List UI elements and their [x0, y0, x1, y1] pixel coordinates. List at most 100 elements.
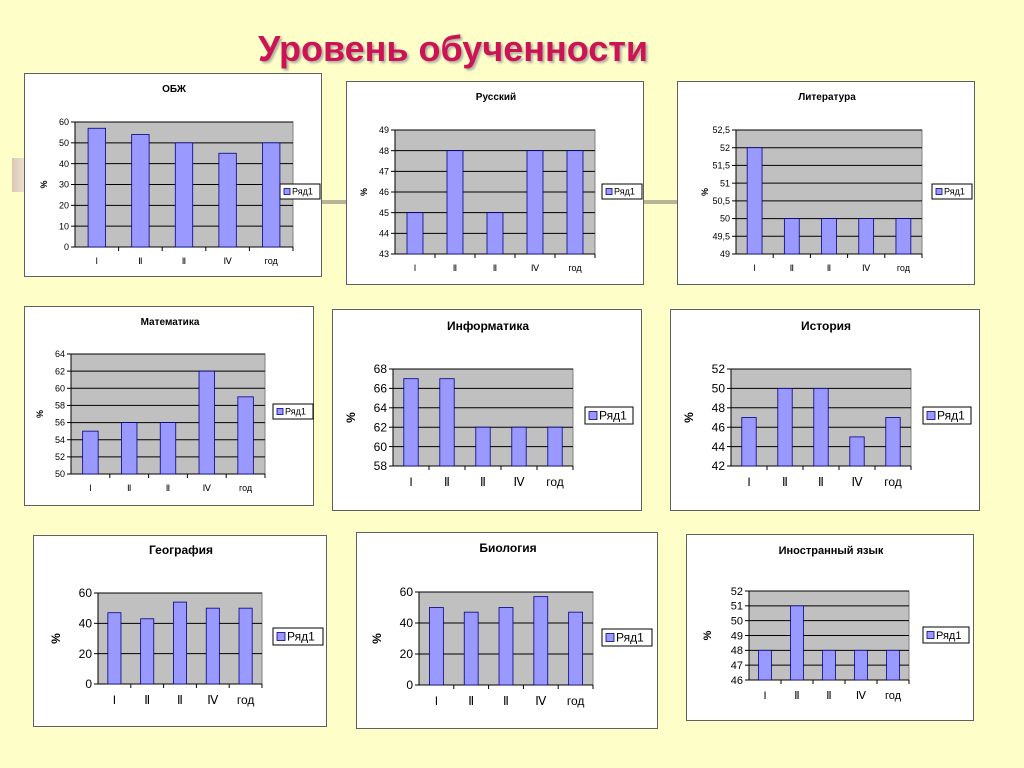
y-tick-label: 10 [59, 221, 69, 231]
y-tick-label: 68 [374, 362, 388, 376]
y-tick-label: 64 [374, 401, 388, 415]
y-tick-label: 50,5 [712, 196, 730, 206]
bar [107, 612, 122, 685]
y-tick-label: 49 [731, 630, 743, 642]
x-tick-label: Ⅳ [862, 263, 871, 273]
legend: Ряд1 [272, 627, 324, 646]
x-tick-label: Ⅱ [790, 263, 794, 273]
bar [741, 417, 757, 467]
legend: Ряд1 [931, 183, 973, 200]
x-tick-label: I [763, 690, 766, 702]
bar [813, 388, 829, 467]
legend-box [931, 183, 973, 200]
y-tick-label: 20 [79, 647, 93, 661]
bar [446, 150, 464, 255]
y-tick-label: 0 [406, 678, 413, 692]
x-tick-label: год [897, 263, 911, 273]
x-tick-label: Ⅱ [177, 693, 183, 707]
decorative-line [644, 200, 678, 204]
y-tick-label: 51 [731, 601, 743, 613]
x-tick-label: год [884, 475, 902, 489]
y-tick-label: 46 [731, 675, 743, 687]
x-tick-label: Ⅱ [468, 694, 474, 708]
x-tick-label: I [753, 263, 756, 273]
bar [885, 417, 901, 467]
legend: Ряд1 [279, 183, 321, 200]
bar [821, 218, 837, 255]
y-tick-label: 49 [720, 249, 730, 259]
y-tick-label: 46 [712, 420, 726, 434]
legend-label: Ряд1 [292, 187, 313, 197]
y-tick-label: 62 [55, 366, 65, 376]
y-tick-label: 49,5 [712, 231, 730, 241]
x-tick-label: год [568, 263, 582, 273]
decorative-line [322, 200, 348, 204]
legend-label: Ряд1 [936, 630, 961, 642]
y-tick-label: 51,5 [712, 161, 730, 171]
y-tick-label: 44 [379, 228, 389, 238]
bar [849, 436, 865, 467]
y-axis-label: % [344, 412, 358, 423]
legend-label: Ряд1 [944, 187, 965, 197]
bar [822, 649, 836, 681]
x-tick-label: Ⅱ [818, 475, 824, 489]
bar [159, 422, 177, 475]
x-tick-label: год [567, 694, 585, 708]
x-tick-label: Ⅳ [203, 483, 212, 493]
chart-title: Русский [476, 92, 516, 103]
y-tick-label: 45 [379, 208, 389, 218]
bar [858, 218, 875, 255]
x-tick-label: I [435, 694, 438, 708]
x-tick-label: Ⅱ [493, 263, 497, 273]
bar [218, 152, 237, 248]
y-tick-label: 60 [59, 117, 69, 127]
chart-title: Математика [141, 317, 200, 328]
legend-swatch [926, 631, 935, 639]
bar [854, 649, 868, 681]
x-tick-label: Ⅳ [535, 694, 546, 708]
x-tick-label: Ⅱ [453, 263, 457, 273]
y-tick-label: 47 [731, 660, 743, 672]
legend-swatch [276, 632, 286, 641]
legend-label: Ряд1 [285, 407, 306, 417]
x-tick-label: Ⅳ [851, 475, 862, 489]
bar [895, 218, 912, 255]
bar [526, 150, 544, 255]
y-axis-label: % [359, 188, 369, 196]
y-tick-label: 44 [712, 440, 726, 454]
x-tick-label: I [414, 263, 417, 273]
y-tick-label: 52 [712, 362, 726, 376]
y-tick-label: 20 [400, 647, 414, 661]
y-tick-label: 52 [731, 586, 743, 598]
bar [758, 649, 772, 681]
x-tick-label: Ⅱ [480, 475, 486, 489]
y-tick-label: 46 [379, 187, 389, 197]
legend: Ряд1 [601, 628, 653, 647]
x-tick-label: I [96, 256, 99, 266]
bar [511, 426, 527, 467]
x-tick-label: Ⅳ [207, 693, 218, 707]
legend-box [601, 183, 643, 200]
legend-swatch [935, 188, 943, 195]
x-tick-label: Ⅳ [223, 256, 232, 266]
bar [237, 396, 254, 475]
legend: Ряд1 [922, 406, 972, 425]
x-tick-label: Ⅱ [444, 475, 450, 489]
y-axis-label: % [49, 633, 63, 644]
legend-swatch [605, 188, 613, 195]
x-tick-label: Ⅱ [138, 256, 142, 266]
x-tick-label: I [409, 475, 412, 489]
legend-box [272, 627, 324, 646]
bar [403, 378, 419, 467]
y-tick-label: 0 [64, 242, 69, 252]
y-tick-label: 66 [374, 382, 388, 396]
